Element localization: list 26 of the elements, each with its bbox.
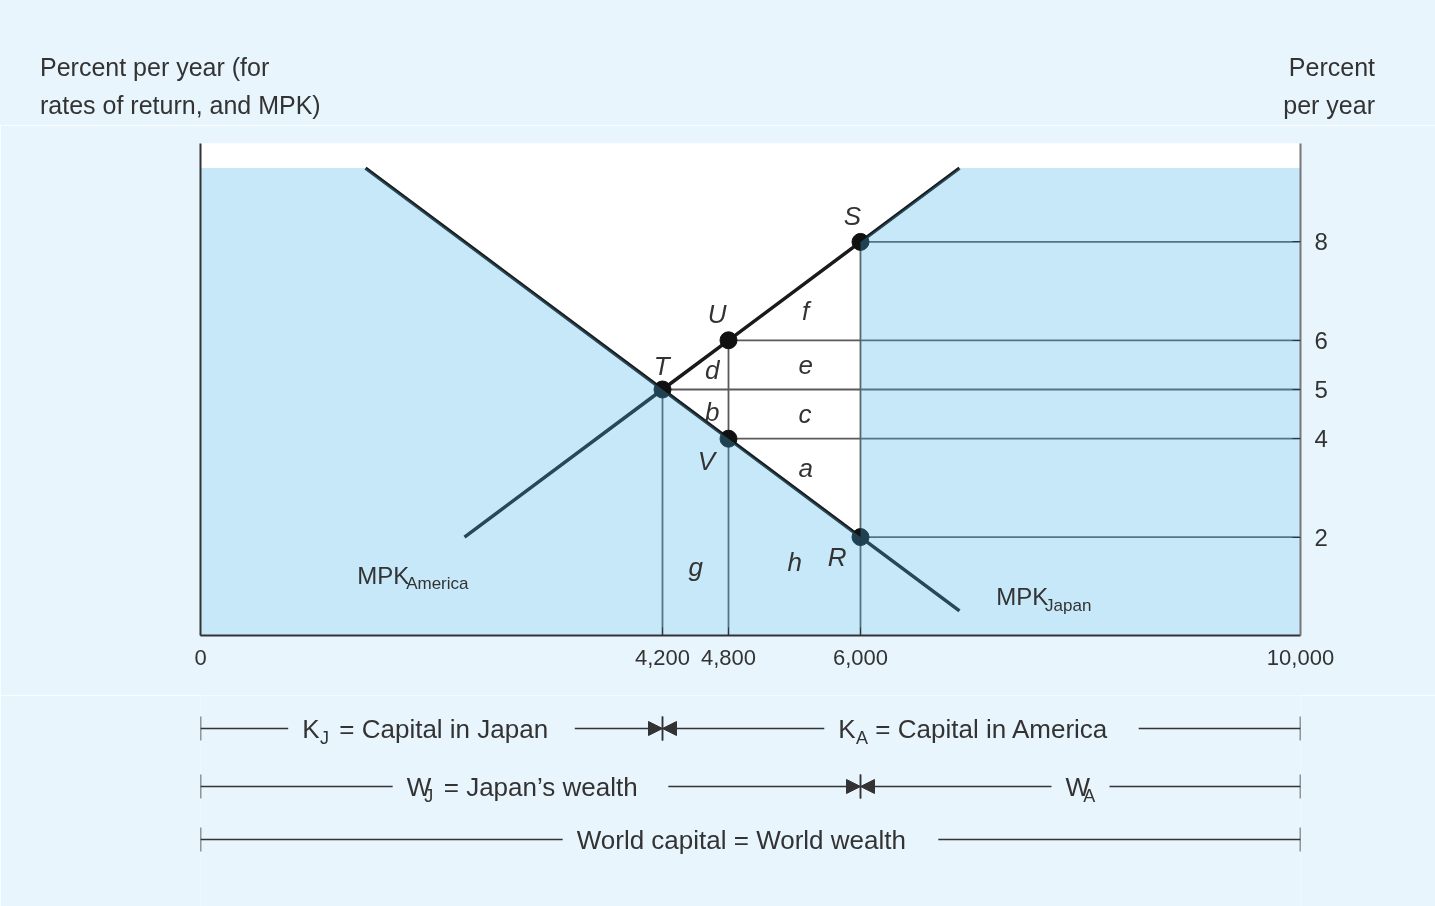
annotation: f <box>801 295 812 326</box>
annotation: V <box>697 445 718 476</box>
annotation: d <box>704 354 721 385</box>
annotation: R <box>827 542 847 573</box>
annotation: U <box>707 299 727 330</box>
y-tick-label: 2 <box>1314 523 1328 551</box>
annotation: e <box>798 349 813 380</box>
text: Percent per year (for rates of return, and MPK) <box>40 52 321 121</box>
x-tick-label: 10,000 <box>1266 644 1335 670</box>
annotation: c <box>798 399 812 430</box>
y-tick-label: 8 <box>1314 228 1328 256</box>
annotation: S <box>843 200 862 231</box>
y-tick-label: 6 <box>1314 326 1328 354</box>
x-tick-label: 4,800 <box>700 644 757 670</box>
y-tick-label: 4 <box>1314 425 1328 453</box>
x-tick-label: 6,000 <box>832 644 889 670</box>
x-tick-label: 4,200 <box>634 644 691 670</box>
annotation: h <box>787 546 802 577</box>
y-tick-label: 5 <box>1314 376 1328 403</box>
text: World capital = World wealth <box>576 824 906 855</box>
annotation: T <box>653 350 672 381</box>
x-tick-label: 0 <box>194 644 207 670</box>
y-axis-title: Percent per year <box>1283 52 1375 121</box>
annotation: a <box>798 453 813 484</box>
annotation: b <box>704 396 720 427</box>
annotation: g <box>688 551 704 582</box>
